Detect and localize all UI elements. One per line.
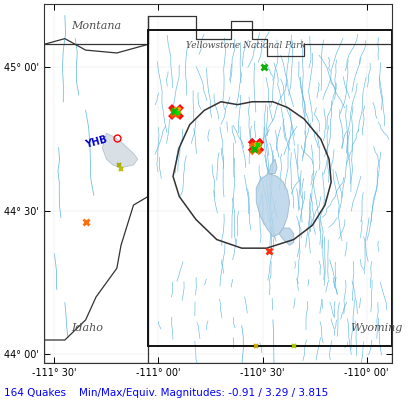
Polygon shape: [256, 174, 289, 237]
Text: Yellowstone National Park: Yellowstone National Park: [185, 42, 305, 50]
Polygon shape: [279, 228, 293, 245]
Text: Idaho: Idaho: [71, 323, 103, 333]
Polygon shape: [102, 133, 137, 168]
Text: Montana: Montana: [71, 21, 121, 31]
Text: YHB: YHB: [84, 134, 108, 150]
Text: 164 Quakes    Min/Max/Equiv. Magnitudes: -0.91 / 3.29 / 3.815: 164 Quakes Min/Max/Equiv. Magnitudes: -0…: [4, 388, 328, 398]
Text: Wyoming: Wyoming: [349, 323, 401, 333]
Polygon shape: [268, 159, 276, 174]
Bar: [148, 30, 391, 346]
